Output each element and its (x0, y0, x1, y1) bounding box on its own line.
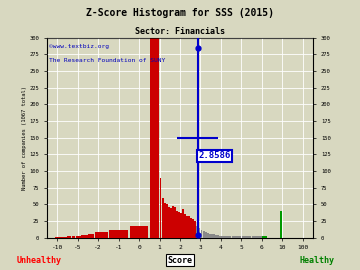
Bar (201, 230, 202, 238)
Bar (262, 236, 267, 238)
Text: 2.8586: 2.8586 (199, 151, 231, 160)
Bar (205, 232, 207, 238)
Bar (280, 211, 283, 238)
Bar (164, 203, 166, 238)
Bar (215, 235, 217, 238)
Bar (168, 207, 170, 238)
Bar (186, 216, 188, 238)
Bar (213, 234, 215, 238)
Bar (207, 233, 208, 238)
Bar (188, 216, 190, 238)
Text: ©www.textbiz.org: ©www.textbiz.org (49, 44, 109, 49)
Text: Z-Score Histogram for SSS (2015): Z-Score Histogram for SSS (2015) (86, 8, 274, 18)
Bar (109, 230, 128, 238)
Bar (217, 235, 219, 238)
Bar (72, 236, 75, 238)
Text: The Research Foundation of SUNY: The Research Foundation of SUNY (49, 58, 166, 63)
Bar (203, 231, 204, 238)
Bar (81, 235, 87, 238)
Bar (176, 211, 178, 238)
Bar (221, 236, 231, 238)
Bar (88, 234, 94, 238)
Bar (197, 226, 198, 238)
Bar (130, 226, 148, 238)
Text: Score: Score (167, 256, 193, 265)
Bar (180, 213, 182, 238)
Bar (172, 206, 174, 238)
Bar (211, 234, 213, 238)
Bar (192, 219, 194, 238)
Bar (209, 234, 211, 238)
Bar (178, 212, 180, 238)
Bar (95, 232, 108, 238)
Bar (162, 198, 163, 238)
Bar (59, 237, 63, 238)
Bar (184, 214, 186, 238)
Bar (231, 236, 241, 238)
Bar (219, 236, 221, 238)
Text: Unhealthy: Unhealthy (17, 256, 62, 265)
Bar (159, 178, 162, 238)
Bar (194, 221, 196, 238)
Bar (76, 236, 81, 238)
Bar (67, 236, 71, 238)
Bar (55, 237, 59, 238)
Bar (252, 236, 262, 238)
Bar (63, 237, 67, 238)
Bar (166, 204, 168, 238)
Bar (242, 236, 251, 238)
Bar (198, 228, 201, 238)
Text: Healthy: Healthy (299, 256, 334, 265)
Bar (174, 207, 176, 238)
Bar (190, 218, 192, 238)
Bar (150, 38, 159, 238)
Text: Sector: Financials: Sector: Financials (135, 27, 225, 36)
Bar (170, 208, 172, 238)
Bar (182, 209, 184, 238)
Y-axis label: Number of companies (1067 total): Number of companies (1067 total) (22, 86, 27, 190)
